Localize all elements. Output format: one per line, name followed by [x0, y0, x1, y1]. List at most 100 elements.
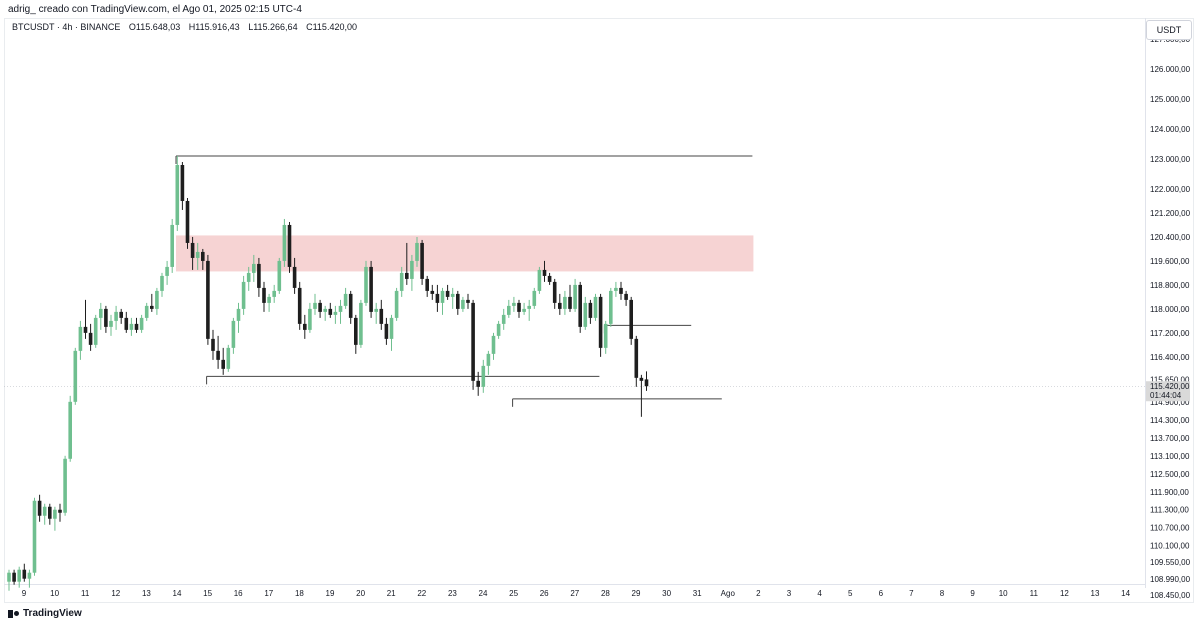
candle-body[interactable]: [48, 506, 52, 519]
candle-body[interactable]: [558, 302, 562, 309]
candle-body[interactable]: [374, 308, 378, 312]
candle-body[interactable]: [573, 284, 577, 309]
candle-body[interactable]: [440, 290, 445, 303]
candle-body[interactable]: [328, 308, 333, 315]
candle-body[interactable]: [609, 290, 613, 324]
candle-body[interactable]: [185, 200, 190, 243]
candle-body[interactable]: [99, 308, 103, 318]
candle-body[interactable]: [88, 332, 93, 345]
candle-body[interactable]: [303, 323, 307, 330]
candle-body[interactable]: [527, 305, 531, 309]
candle-body[interactable]: [267, 296, 271, 303]
candle-body[interactable]: [588, 302, 593, 318]
candle-body[interactable]: [195, 251, 200, 258]
candle-body[interactable]: [83, 326, 88, 333]
candle-body[interactable]: [155, 290, 159, 309]
candle-body[interactable]: [180, 164, 185, 201]
candle-body[interactable]: [348, 293, 353, 318]
candle-body[interactable]: [292, 266, 297, 288]
candle-body[interactable]: [68, 401, 72, 459]
candle-body[interactable]: [384, 323, 389, 339]
candle-body[interactable]: [568, 296, 572, 309]
candle-body[interactable]: [354, 317, 358, 345]
candle-body[interactable]: [486, 353, 491, 366]
candle-body[interactable]: [507, 305, 511, 315]
candle-body[interactable]: [619, 287, 623, 294]
candle-body[interactable]: [262, 287, 266, 303]
candle-body[interactable]: [364, 266, 368, 303]
candle-body[interactable]: [17, 569, 21, 582]
candle-body[interactable]: [410, 260, 414, 279]
candle-body[interactable]: [124, 317, 129, 330]
candle-body[interactable]: [512, 302, 516, 306]
candle-body[interactable]: [231, 320, 236, 348]
candle-body[interactable]: [236, 308, 241, 321]
candle-body[interactable]: [333, 311, 338, 315]
symbol-legend[interactable]: BTCUSDT · 4h · BINANCE O115.648,03 H115.…: [12, 22, 363, 32]
candle-body[interactable]: [629, 299, 633, 339]
candle-body[interactable]: [104, 308, 108, 327]
candle-body[interactable]: [491, 335, 496, 354]
candle-body[interactable]: [134, 323, 139, 330]
candle-body[interactable]: [415, 242, 419, 261]
tradingview-logo[interactable]: TradingView: [8, 608, 82, 619]
candle-body[interactable]: [63, 458, 67, 513]
candle-body[interactable]: [313, 302, 317, 309]
candle-body[interactable]: [272, 290, 276, 297]
candle-body[interactable]: [93, 317, 98, 345]
candle-body[interactable]: [466, 299, 470, 303]
candle-body[interactable]: [201, 251, 205, 261]
candle-body[interactable]: [614, 287, 618, 291]
candle-body[interactable]: [583, 302, 588, 327]
candle-body[interactable]: [32, 500, 37, 573]
candle-body[interactable]: [114, 311, 118, 321]
candle-body[interactable]: [359, 302, 363, 345]
candle-body[interactable]: [277, 260, 282, 291]
candle-body[interactable]: [501, 314, 506, 324]
candle-body[interactable]: [42, 506, 47, 516]
candle-body[interactable]: [639, 377, 644, 381]
candle-body[interactable]: [522, 308, 526, 312]
candle-body[interactable]: [7, 572, 11, 582]
candle-body[interactable]: [22, 569, 27, 579]
candle-body[interactable]: [282, 224, 287, 261]
price-axis[interactable]: [1145, 18, 1195, 588]
candle-body[interactable]: [563, 296, 567, 309]
candle-body[interactable]: [537, 269, 542, 291]
candle-body[interactable]: [430, 290, 435, 294]
candle-body[interactable]: [598, 296, 603, 348]
candle-body[interactable]: [542, 269, 547, 276]
candle-body[interactable]: [27, 572, 32, 579]
candle-body[interactable]: [578, 284, 582, 327]
supply-zone[interactable]: [176, 235, 754, 272]
candle-body[interactable]: [338, 305, 343, 312]
candle-body[interactable]: [552, 281, 557, 303]
candle-body[interactable]: [160, 275, 164, 291]
candle-body[interactable]: [165, 266, 169, 276]
candle-body[interactable]: [257, 263, 261, 288]
candle-body[interactable]: [119, 311, 123, 318]
candle-body[interactable]: [216, 350, 220, 360]
candle-body[interactable]: [593, 296, 598, 318]
candle-body[interactable]: [547, 275, 552, 282]
candle-body[interactable]: [634, 338, 639, 378]
candle-body[interactable]: [170, 224, 174, 267]
candle-body[interactable]: [190, 242, 195, 258]
currency-button[interactable]: USDT: [1146, 20, 1192, 40]
candle-body[interactable]: [78, 326, 83, 351]
candle-body[interactable]: [206, 260, 210, 339]
candle-body[interactable]: [287, 224, 292, 267]
candle-body[interactable]: [12, 572, 16, 582]
candle-body[interactable]: [175, 164, 180, 225]
candle-body[interactable]: [435, 293, 440, 303]
candle-body[interactable]: [109, 320, 113, 327]
candle-body[interactable]: [481, 365, 486, 387]
candle-body[interactable]: [379, 308, 384, 324]
candle-body[interactable]: [323, 308, 327, 312]
candle-body[interactable]: [129, 323, 134, 330]
candle-body[interactable]: [53, 509, 57, 519]
candle-body[interactable]: [211, 338, 215, 351]
candle-body[interactable]: [252, 263, 256, 273]
candle-body[interactable]: [246, 272, 251, 282]
